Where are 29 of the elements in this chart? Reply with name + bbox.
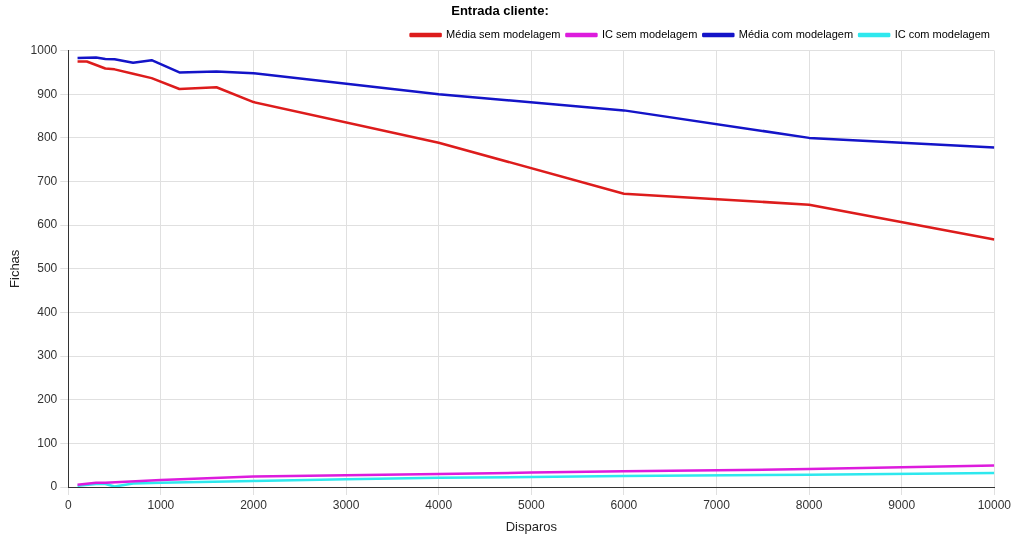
y-tick-label: 900 [37, 86, 58, 101]
y-axis-title: Fichas [7, 249, 23, 288]
x-tick-label: 1000 [147, 497, 175, 512]
y-tick-label: 0 [50, 479, 58, 494]
x-tick-label: 10000 [977, 497, 1012, 512]
x-tick-label: 6000 [610, 497, 638, 512]
legend-label: IC com modelagem [894, 28, 991, 41]
x-tick-label: 2000 [240, 497, 268, 512]
y-tick-label: 1000 [30, 42, 58, 57]
x-tick-label: 4000 [425, 497, 453, 512]
x-tick-label: 9000 [888, 497, 916, 512]
y-tick-label: 300 [37, 348, 58, 363]
y-tick-label: 800 [37, 130, 58, 145]
y-tick-label: 500 [37, 261, 58, 276]
legend-label: Média sem modelagem [446, 28, 561, 41]
legend-label: IC sem modelagem [601, 28, 698, 41]
legend-label: Média com modelagem [738, 28, 854, 41]
x-tick-label: 0 [64, 497, 72, 512]
y-tick-label: 100 [37, 435, 58, 450]
chart-title: Entrada cliente: [451, 3, 549, 19]
y-tick-label: 700 [37, 173, 58, 188]
x-axis-title: Disparos [505, 518, 558, 534]
x-tick-label: 8000 [795, 497, 823, 512]
x-tick-label: 7000 [703, 497, 731, 512]
x-tick-label: 5000 [517, 497, 545, 512]
y-tick-label: 400 [37, 304, 58, 319]
x-tick-label: 3000 [332, 497, 360, 512]
y-tick-label: 600 [37, 217, 58, 232]
y-tick-label: 200 [37, 392, 58, 407]
